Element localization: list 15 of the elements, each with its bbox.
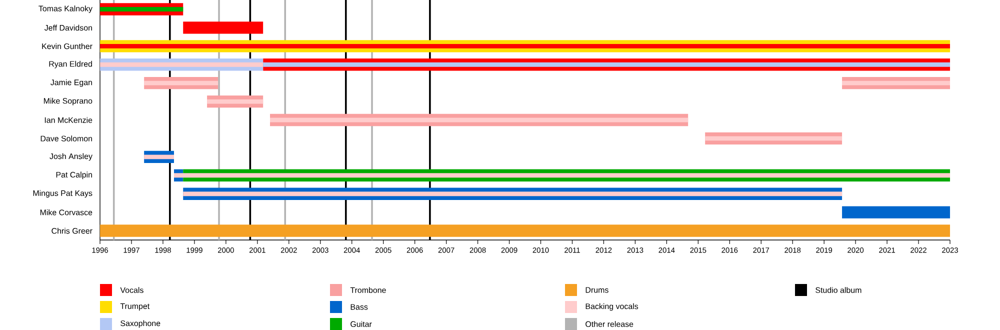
bar bbox=[100, 44, 950, 48]
bar bbox=[183, 192, 842, 196]
bar bbox=[144, 154, 174, 160]
bar bbox=[100, 7, 184, 12]
bar bbox=[263, 62, 950, 67]
bar bbox=[100, 62, 264, 67]
bar bbox=[270, 118, 688, 122]
bar bbox=[144, 80, 218, 86]
bar bbox=[174, 173, 950, 178]
bar bbox=[842, 80, 950, 86]
bar bbox=[207, 99, 264, 104]
bar bbox=[842, 206, 950, 218]
bar bbox=[183, 22, 264, 34]
bar bbox=[705, 136, 842, 141]
bar bbox=[100, 224, 950, 237]
